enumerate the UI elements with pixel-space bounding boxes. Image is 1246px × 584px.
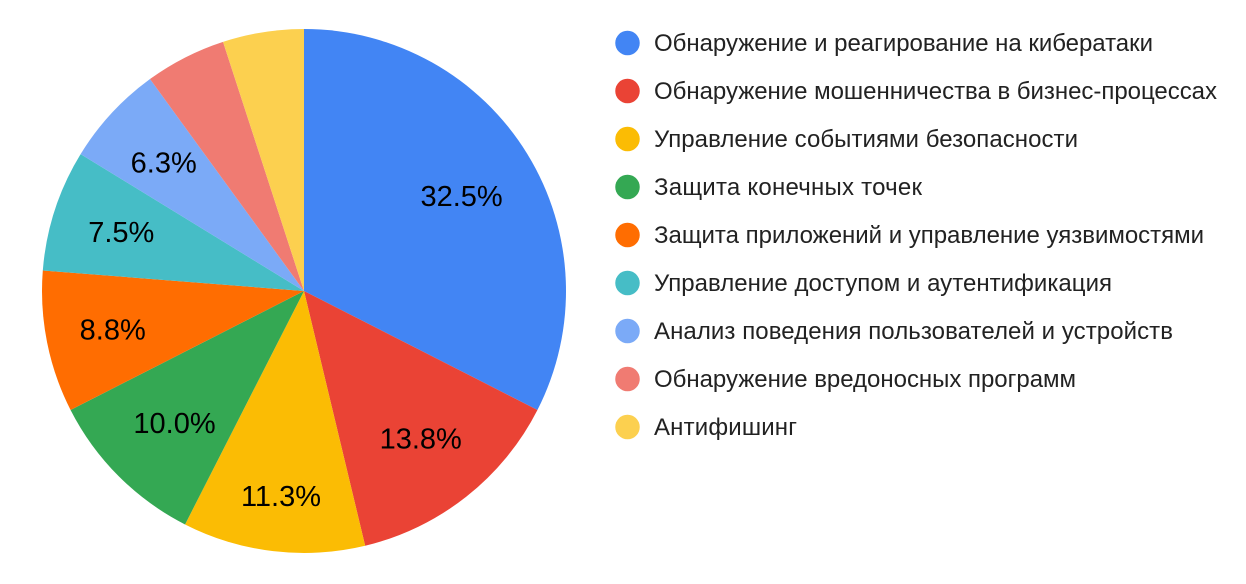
svg-text:Управление событиями безопасно: Управление событиями безопасности [654,126,1078,153]
svg-text:Защита приложений и управление: Защита приложений и управление уязвимост… [654,222,1204,249]
svg-text:Управление доступом и аутентиф: Управление доступом и аутентификация [654,270,1112,297]
svg-text:Обнаружение мошенничества в би: Обнаружение мошенничества в бизнес-проце… [654,78,1217,105]
svg-text:Защита конечных точек: Защита конечных точек [654,174,923,201]
svg-text:6.3%: 6.3% [131,147,197,179]
svg-text:Обнаружение вредоносных програ: Обнаружение вредоносных программ [654,366,1076,393]
svg-text:7.5%: 7.5% [88,217,154,249]
svg-text:Обнаружение и реагирование на: Обнаружение и реагирование на кибератаки [654,30,1153,57]
svg-text:13.8%: 13.8% [380,424,462,456]
svg-text:8.8%: 8.8% [80,315,146,347]
svg-text:Антифишинг: Антифишинг [654,414,797,441]
svg-text:32.5%: 32.5% [420,181,502,213]
svg-text:10.0%: 10.0% [133,408,215,440]
svg-text:Анализ поведения пользователей: Анализ поведения пользователей и устройс… [654,318,1173,345]
svg-text:11.3%: 11.3% [241,481,321,513]
